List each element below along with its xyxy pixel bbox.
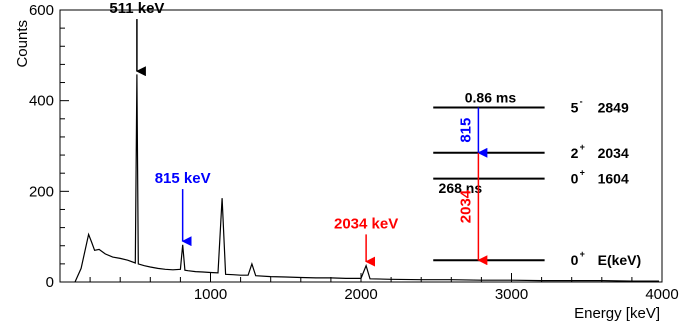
lifetime-label: 0.86 ms <box>465 89 517 105</box>
level-parity: - <box>580 96 583 106</box>
x-tick-label: 3000 <box>495 286 528 303</box>
level-parity: + <box>580 249 585 259</box>
level-spin: 2 <box>571 145 579 161</box>
transition-label: 815 <box>457 118 474 143</box>
level-spin: 0 <box>571 252 579 268</box>
level-spin: 0 <box>571 171 579 187</box>
level-spin: 5 <box>571 99 579 115</box>
y-tick-label: 0 <box>46 274 54 291</box>
level-parity: + <box>580 168 585 178</box>
peak-annotations: 511 keV 815 keV 2034 keV <box>109 0 398 267</box>
x-axis-title: Energy [keV] <box>574 305 660 322</box>
level-energy: 1604 <box>598 171 629 187</box>
x-tick-label: 1000 <box>194 286 227 303</box>
transition-label: 2034 <box>457 189 474 223</box>
peak-label: 2034 keV <box>334 215 398 232</box>
y-tick-label: 600 <box>29 2 54 19</box>
y-axis-title: Counts <box>14 20 31 68</box>
y-tick-label: 200 <box>29 183 54 200</box>
lifetime-label: 268 ns <box>439 180 483 196</box>
x-tick-label: 4000 <box>645 286 678 303</box>
x-tick-label: 2000 <box>344 286 377 303</box>
level-energy: 2849 <box>598 99 629 115</box>
peak-label: 815 keV <box>155 170 211 187</box>
spectrum-series <box>74 74 659 283</box>
level-parity: + <box>580 142 585 152</box>
level-energy: 2034 <box>598 145 629 161</box>
spectrum-layer <box>74 74 659 283</box>
peak-label: 511 keV <box>109 0 164 17</box>
y-tick-label: 400 <box>29 93 54 110</box>
level-energy: E(keV) <box>598 252 642 268</box>
